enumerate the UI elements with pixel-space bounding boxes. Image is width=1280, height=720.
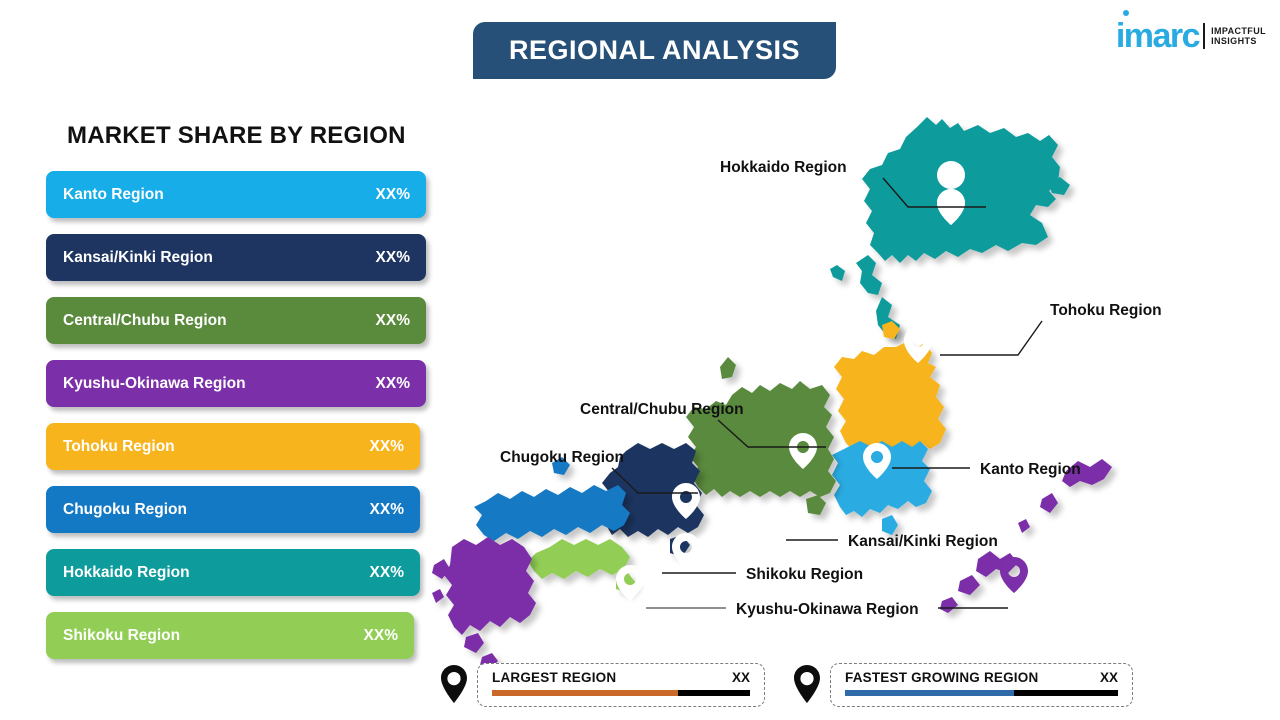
region-legend-bar[interactable]: Tohoku Region XX%: [46, 423, 420, 470]
region-legend-label: Tohoku Region: [63, 437, 175, 455]
map-pin-chugoku[interactable]: [672, 483, 700, 519]
fastest-region-row: FASTEST GROWING REGION XX: [845, 664, 1118, 685]
leader-line-central-chubu: [717, 419, 826, 448]
imarc-logo: imarc IMPACTFUL INSIGHTS: [1115, 10, 1266, 58]
map-region-central-chubu[interactable]: [686, 357, 836, 515]
market-share-heading: MARKET SHARE BY REGION: [67, 122, 406, 149]
logo-mark: imarc: [1115, 10, 1201, 55]
page-title-banner: REGIONAL ANALYSIS: [473, 22, 836, 79]
region-legend-label: Central/Chubu Region: [63, 311, 227, 329]
region-legend-label: Shikoku Region: [63, 626, 181, 644]
region-legend-label: Kanto Region: [63, 185, 164, 203]
fastest-growing-region-callout[interactable]: FASTEST GROWING REGION XX: [830, 663, 1133, 707]
region-legend-value: XX%: [375, 374, 410, 392]
map-region-kyushu[interactable]: [432, 537, 536, 665]
map-region-okinawa[interactable]: [940, 459, 1112, 613]
map-pin-kansai-kinki[interactable]: [759, 505, 787, 541]
region-legend-value: XX%: [369, 563, 404, 581]
region-legend-bar[interactable]: Kansai/Kinki Region XX%: [46, 234, 426, 281]
region-legend-bar[interactable]: Kyushu-Okinawa Region XX%: [46, 360, 426, 407]
japan-regions-map: Hokkaido Region Tohoku Region Central/Ch…: [430, 95, 1190, 665]
fastest-region-pin-icon: [794, 665, 820, 703]
map-pin-kyushu[interactable]: [616, 565, 644, 601]
largest-region-label: LARGEST REGION: [492, 670, 617, 685]
map-pin-central-chubu[interactable]: [789, 433, 817, 469]
largest-region-callout[interactable]: LARGEST REGION XX: [477, 663, 765, 707]
map-label-shikoku: Shikoku Region: [746, 566, 863, 583]
region-legend-bar[interactable]: Kanto Region XX%: [46, 171, 426, 218]
leader-line-hokkaido: [882, 177, 986, 208]
map-region-chugoku[interactable]: [474, 457, 630, 541]
largest-region-pin-icon: [441, 665, 467, 703]
logo-tagline-line2: INSIGHTS: [1211, 36, 1257, 46]
region-legend-label: Hokkaido Region: [63, 563, 190, 581]
region-legend-label: Chugoku Region: [63, 500, 187, 518]
fastest-region-progress-track: [845, 690, 1118, 696]
map-label-central-chubu: Central/Chubu Region: [580, 401, 744, 418]
region-legend-value: XX%: [375, 185, 410, 203]
logo-divider: [1203, 23, 1206, 49]
region-legend-value: XX%: [369, 500, 404, 518]
region-legend-list: Kanto Region XX% Kansai/Kinki Region XX% Cen…: [46, 171, 446, 675]
map-region-hokkaido[interactable]: [830, 117, 1070, 339]
logo-tagline-line1: IMPACTFUL: [1211, 25, 1266, 36]
fastest-region-value: XX: [1099, 670, 1118, 685]
largest-region-progress-track: [492, 690, 750, 696]
map-pin-hokkaido[interactable]: [937, 161, 966, 225]
fastest-region-progress-fill: [845, 690, 1015, 696]
largest-region-row: LARGEST REGION XX: [492, 664, 750, 685]
region-legend-bar[interactable]: Hokkaido Region XX%: [46, 549, 420, 596]
map-region-tohoku[interactable]: [834, 321, 946, 453]
leader-line-tohoku: [940, 320, 1043, 356]
fastest-region-label: FASTEST GROWING REGION: [845, 670, 1039, 685]
region-legend-label: Kyushu-Okinawa Region: [63, 374, 246, 392]
map-pin-kanto[interactable]: [863, 443, 891, 479]
map-label-hokkaido: Hokkaido Region: [720, 159, 847, 176]
largest-region-value: XX: [731, 670, 750, 685]
map-pin-okinawa[interactable]: [1000, 557, 1028, 593]
page-title: REGIONAL ANALYSIS: [508, 35, 801, 65]
map-label-tohoku: Tohoku Region: [1050, 302, 1162, 319]
region-legend-bar[interactable]: Shikoku Region XX%: [46, 612, 414, 659]
region-legend-label: Kansai/Kinki Region: [63, 248, 213, 266]
region-legend-value: XX%: [363, 626, 398, 644]
leader-line-chugoku: [611, 467, 698, 494]
map-region-kanto[interactable]: [832, 441, 932, 535]
logo-wordmark: imarc: [1115, 17, 1201, 55]
region-legend-bar[interactable]: Central/Chubu Region XX%: [46, 297, 426, 344]
logo-tagline: IMPACTFUL INSIGHTS: [1211, 26, 1266, 47]
map-label-kanto: Kanto Region: [980, 461, 1081, 478]
map-label-kyushu-okinawa: Kyushu-Okinawa Region: [736, 601, 919, 618]
map-label-kansai-kinki: Kansai/Kinki Region: [848, 533, 998, 550]
map-label-chugoku: Chugoku Region: [500, 449, 624, 466]
region-legend-value: XX%: [369, 437, 404, 455]
region-legend-value: XX%: [375, 248, 410, 266]
logo-dot-icon: [1122, 10, 1129, 16]
region-legend-value: XX%: [375, 311, 410, 329]
map-pin-tohoku[interactable]: [904, 327, 932, 363]
largest-region-progress-fill: [492, 690, 678, 696]
map-pin-shikoku[interactable]: [672, 533, 700, 569]
region-legend-bar[interactable]: Chugoku Region XX%: [46, 486, 420, 533]
